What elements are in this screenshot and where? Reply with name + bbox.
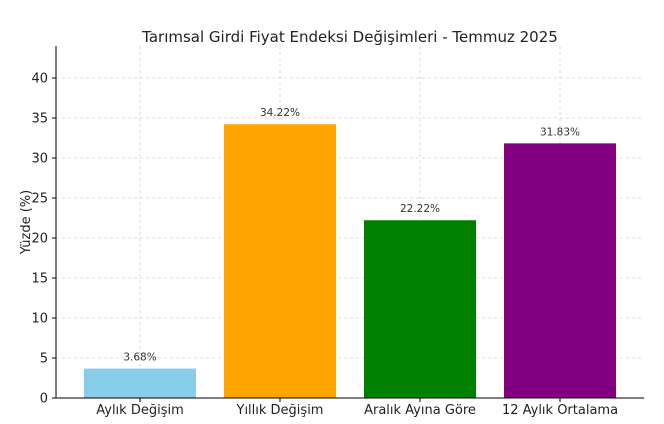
x-tick-label: 12 Aylık Ortalama [502,403,618,418]
bar-3 [364,220,476,398]
data-label: 3.68% [123,352,156,364]
y-tick-label: 20 [31,232,48,247]
y-tick-label: 35 [31,112,48,127]
chart-title: Tarımsal Girdi Fiyat Endeksi Değişimleri… [141,28,558,46]
x-tick-label: Aralık Ayına Göre [364,403,476,418]
data-label: 22.22% [400,203,440,215]
data-label: 34.22% [260,107,300,119]
y-tick-label: 10 [31,312,48,327]
bar-2 [224,124,336,399]
y-tick-label: 25 [31,192,48,207]
y-axis-label: Yüzde (%) [19,190,34,255]
y-tick-label: 0 [40,392,48,407]
y-tick-label: 15 [31,272,48,287]
y-tick-label: 30 [31,152,48,167]
bar-layer [84,124,616,399]
bar-4 [504,143,616,398]
y-tick-label: 40 [31,72,48,87]
label-layer: 0 5 10 15 20 25 30 35 40 3.68% Aylık Değişim 34.22%… [31,72,618,419]
x-tick-label: Yıllık Değişim [236,403,324,418]
bar-1 [84,368,196,398]
data-label: 31.83% [540,126,580,138]
x-tick-label: Aylık Değişim [96,403,184,418]
y-tick-label: 5 [40,352,48,367]
